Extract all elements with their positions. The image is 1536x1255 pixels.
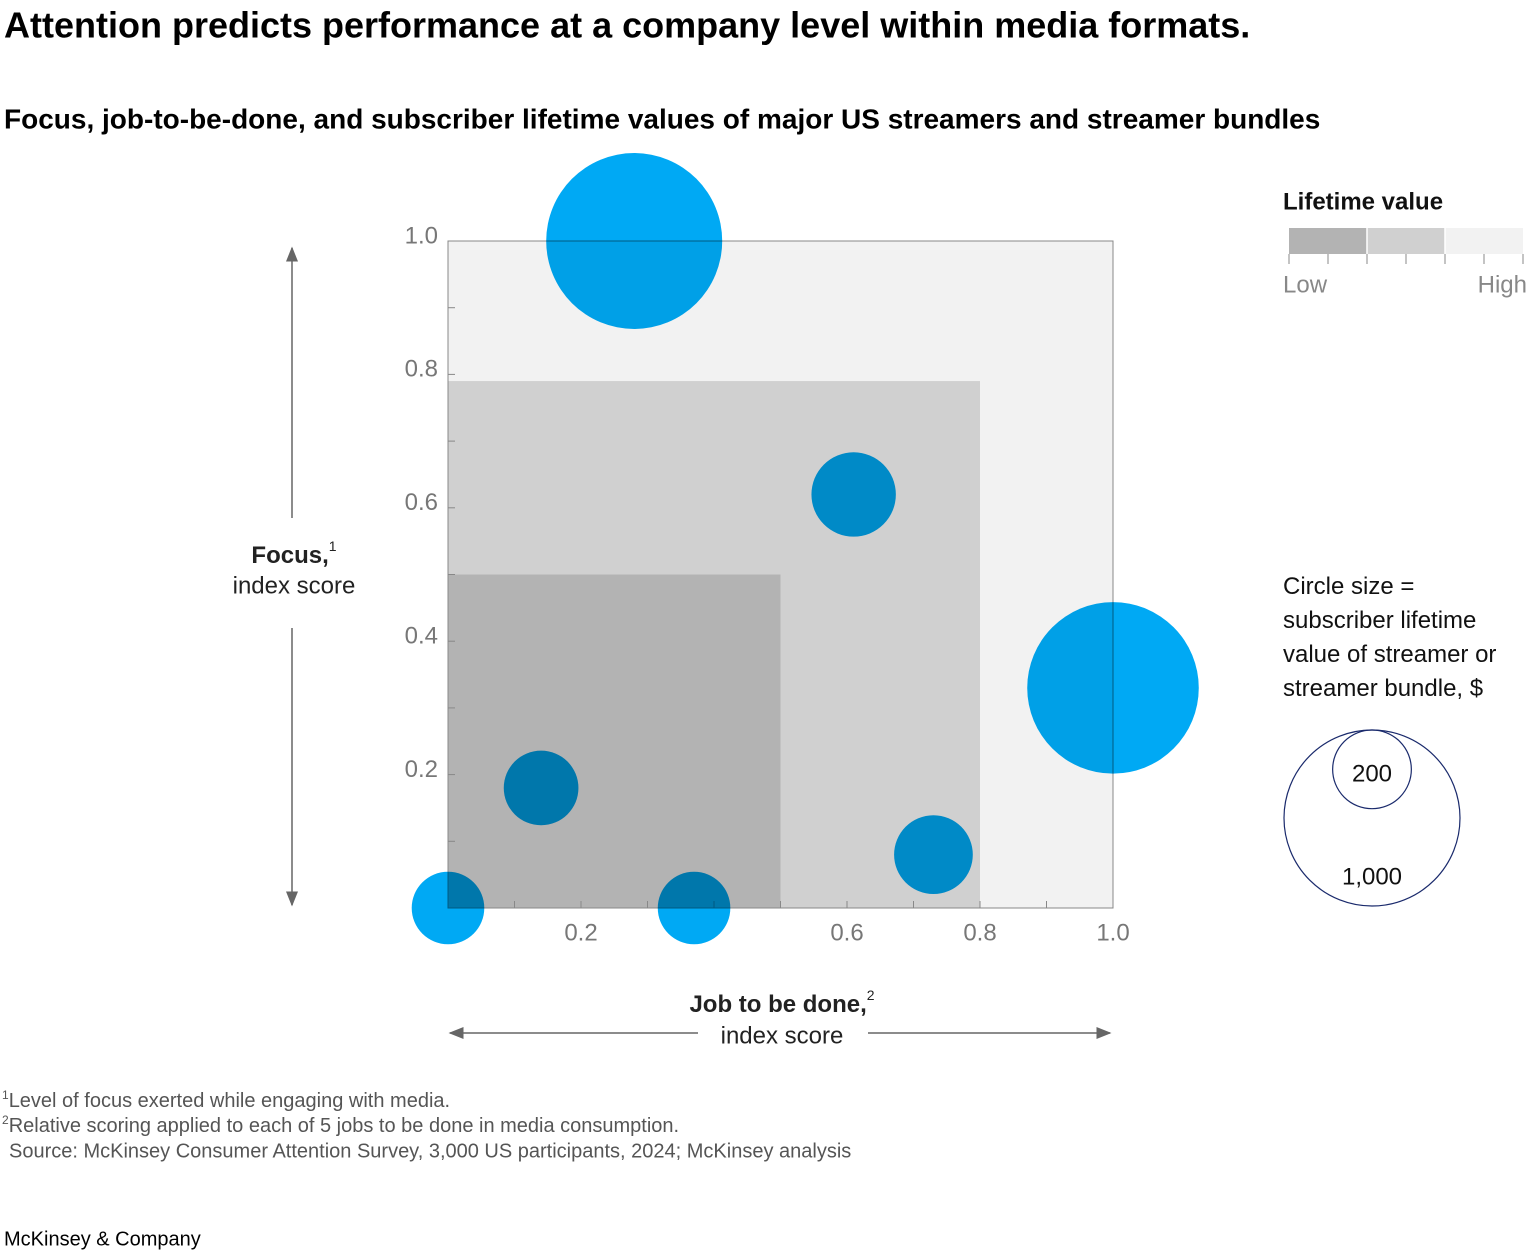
size-legend-label: 200 [1352,761,1392,788]
bubble [894,815,973,894]
x-tick-label: 1.0 [1096,919,1129,946]
bubble [811,452,896,537]
legend-low: Low [1283,271,1328,298]
x-label: Job to be done, [689,991,866,1018]
y-tick-label: 1.0 [405,222,438,249]
footnote: 1Level of focus exerted while engaging w… [2,1088,450,1112]
chart-title: Attention predicts performance at a comp… [4,5,1250,46]
bubble [411,871,485,945]
y-label-note: 1 [329,538,337,554]
x-tick-label: 0.2 [564,919,597,946]
size-legend-circle [1332,729,1412,810]
bubble [503,750,579,826]
bubble [657,871,731,945]
y-tick-label: 0.4 [405,623,438,650]
legend-swatch [1367,228,1445,254]
legend-high: High [1478,271,1527,298]
x-tick-label: 0.6 [830,919,863,946]
y-axis-label: Focus,1 [251,538,336,570]
y-tick-label: 0.6 [405,489,438,516]
y-label: Focus, [251,542,328,569]
footnote-mark: 2 [2,1113,9,1127]
footnote-text: Relative scoring applied to each of 5 jo… [9,1115,679,1137]
footnote-text: Level of focus exerted while engaging wi… [9,1090,450,1112]
x-axis-label: Job to be done,2 [689,987,874,1019]
brand: McKinsey & Company [4,1228,201,1250]
y-tick-label: 0.8 [405,356,438,383]
legend-swatch [1445,228,1523,254]
footnote-mark: 1 [2,1088,9,1102]
footnote: 2Relative scoring applied to each of 5 j… [2,1113,679,1137]
legend-swatch [1289,228,1367,254]
source: Source: McKinsey Consumer Attention Surv… [9,1140,851,1162]
y-tick-label: 0.2 [405,756,438,783]
bubble [546,153,723,329]
chart-subtitle: Focus, job-to-be-done, and subscriber li… [4,103,1320,134]
size-legend-text: Circle size = subscriber lifetime value … [1283,573,1497,702]
ltv-region [448,574,781,908]
y-axis-sublabel: index score [233,572,356,599]
bubble [1027,602,1199,774]
x-label-note: 2 [867,987,875,1003]
x-axis-sublabel: index score [721,1022,844,1049]
size-legend-label: 1,000 [1342,863,1402,890]
legend-title: Lifetime value [1283,188,1443,215]
x-tick-label: 0.8 [963,919,996,946]
